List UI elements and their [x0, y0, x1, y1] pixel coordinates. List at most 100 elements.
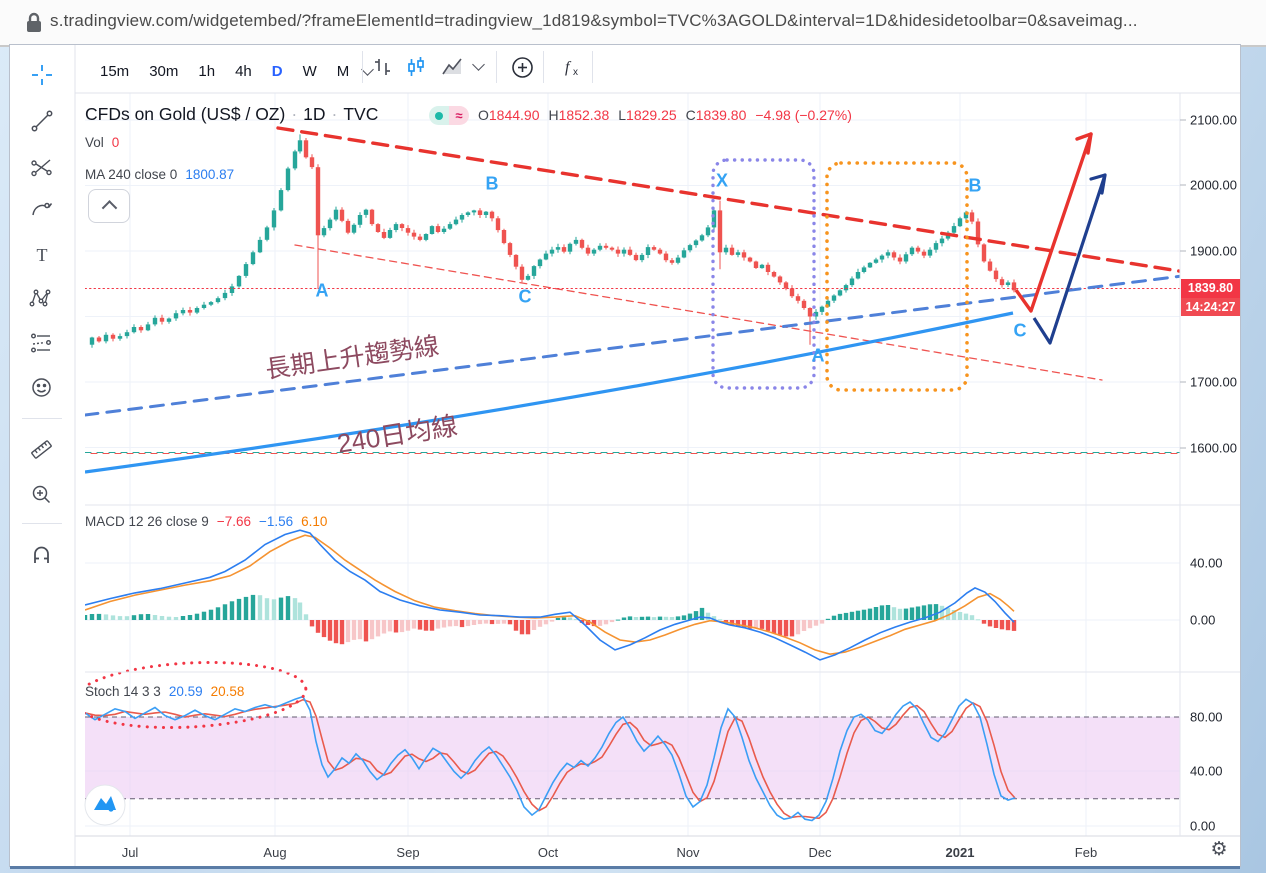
emoji-icon [32, 378, 51, 397]
candle-style-button[interactable] [400, 51, 432, 83]
crosshair-icon [32, 65, 52, 85]
compare-icon [511, 56, 533, 78]
symbol-title: CFDs on Gold (US$ / OZ) [85, 104, 286, 124]
price-axis-label: 1900.00 [1190, 243, 1237, 259]
stoch-d-value: 20.58 [210, 684, 245, 699]
macd-legend[interactable]: MACD 12 26 close 9 −7.66 −1.56 6.10 [85, 514, 327, 529]
interval-button-4h[interactable]: 4h [235, 62, 252, 80]
macd-signal-value: 6.10 [301, 514, 328, 529]
tool-gann-tools-button[interactable] [26, 151, 58, 183]
svg-text:x: x [573, 67, 578, 78]
padlock-icon [27, 12, 41, 32]
tool-trend-line-button[interactable] [26, 105, 58, 137]
symbol-exchange: TVC [343, 104, 379, 124]
area-style-button[interactable] [436, 51, 468, 83]
bar-countdown: 14:24:27 [1181, 298, 1240, 316]
tool-xabcd-pattern-button[interactable] [26, 283, 58, 315]
symbol-interval: 1D [303, 104, 326, 124]
time-axis-label: Jul [121, 845, 139, 860]
tool-crosshair-button[interactable] [26, 59, 58, 91]
svg-text:f: f [565, 59, 572, 76]
stoch-label: Stoch 14 3 3 [85, 684, 161, 699]
macd-axis-label: 40.00 [1190, 555, 1223, 571]
time-axis-label: Oct [537, 845, 559, 860]
tool-emoji-button[interactable] [26, 372, 58, 404]
toolbar-separator [543, 51, 544, 83]
title-separator2: · [331, 104, 338, 124]
brush-icon [32, 202, 53, 216]
close-label: C [685, 107, 696, 123]
interval-toolbar: 15m 30m 1h 4h D W M [90, 49, 375, 93]
symbol-title-row[interactable]: CFDs on Gold (US$ / OZ) · 1D · TVC [85, 104, 378, 125]
price-axis-label: 2100.00 [1190, 112, 1237, 128]
stoch-axis-label: 80.00 [1190, 709, 1223, 725]
drawing-letter-a[interactable]: A [315, 280, 329, 301]
drawing-letter-a[interactable]: A [811, 345, 825, 366]
compare-button[interactable] [506, 51, 538, 83]
drawing-letter-b[interactable]: B [968, 175, 982, 196]
open-value: 1844.90 [488, 107, 540, 123]
price-axis[interactable] [1180, 93, 1240, 836]
volume-legend[interactable]: Vol 0 [85, 135, 119, 150]
chevron-up-icon [101, 199, 117, 216]
ma-label: MA 240 close 0 [85, 167, 178, 182]
stoch-k-value: 20.59 [168, 684, 203, 699]
low-label: L [618, 107, 627, 123]
tool-brush-button[interactable] [26, 195, 58, 227]
xabcd-pattern-icon [29, 289, 51, 307]
ma-legend[interactable]: MA 240 close 0 1800.87 [85, 167, 234, 182]
tool-ruler-button[interactable] [26, 434, 58, 466]
time-axis[interactable] [85, 836, 1180, 866]
time-axis-label: Nov [676, 845, 700, 860]
low-value: 1829.25 [626, 107, 677, 123]
svg-text:T: T [37, 245, 48, 265]
time-axis-label: Sep [396, 845, 420, 860]
drawing-letter-b[interactable]: B [485, 173, 499, 194]
magnet-icon [34, 546, 49, 563]
chart-area[interactable] [85, 93, 1180, 836]
time-axis-label: Dec [808, 845, 832, 860]
drawing-letter-c[interactable]: C [1013, 320, 1027, 341]
ohlc-row: O1844.90 H1852.38 L1829.25 C1839.80 −4.9… [478, 107, 852, 123]
bar-style-icon [374, 58, 390, 75]
ma-value: 1800.87 [185, 167, 235, 182]
macd-hist-value: −7.66 [216, 514, 251, 529]
tradingview-logo[interactable] [84, 784, 126, 826]
last-price-badge: 1839.80 14:24:27 [1181, 279, 1240, 316]
zoom-in-icon [32, 485, 51, 504]
tool-forecast-button[interactable] [26, 328, 58, 360]
price-axis-label: 1700.00 [1190, 374, 1237, 390]
price-axis-label: 1600.00 [1190, 440, 1237, 456]
stoch-legend[interactable]: Stoch 14 3 3 20.59 20.58 [85, 684, 244, 699]
interval-button-w[interactable]: W [302, 62, 317, 80]
macd-axis-label: 0.00 [1190, 612, 1216, 628]
tradingview-logo-icon [84, 784, 126, 826]
vol-label: Vol [85, 135, 104, 150]
interval-button-15m[interactable]: 15m [100, 62, 130, 80]
gann-tools-icon [31, 159, 52, 177]
vol-value: 0 [111, 135, 120, 150]
interval-button-30m[interactable]: 30m [149, 62, 179, 80]
interval-button-d[interactable]: D [271, 62, 283, 80]
market-status-pill[interactable]: ≈ [429, 106, 469, 125]
browser-address-bar[interactable]: s.tradingview.com/widgetembed/?frameElem… [0, 0, 1266, 47]
tool-text-button[interactable]: T [26, 239, 58, 271]
collapse-legend-button[interactable] [88, 189, 130, 223]
open-label: O [478, 107, 489, 123]
last-price-value: 1839.80 [1181, 279, 1240, 298]
time-axis-label: 2021 [945, 845, 975, 860]
ruler-icon [31, 440, 52, 459]
tool-zoom-in-button[interactable] [26, 479, 58, 511]
bar-style-button[interactable] [366, 51, 398, 83]
interval-button-1h[interactable]: 1h [198, 62, 216, 80]
widget-bottom-edge [10, 866, 1240, 869]
settings-gear-icon[interactable]: ⚙ [1210, 839, 1228, 860]
drawing-letter-c[interactable]: C [518, 286, 532, 307]
tool-magnet-button[interactable] [26, 540, 58, 572]
interval-button-m[interactable]: M [336, 62, 350, 80]
high-label: H [548, 107, 559, 123]
macd-line-value: −1.56 [258, 514, 294, 529]
sidebar-separator [22, 523, 62, 524]
drawing-letter-x[interactable]: X [715, 170, 729, 191]
